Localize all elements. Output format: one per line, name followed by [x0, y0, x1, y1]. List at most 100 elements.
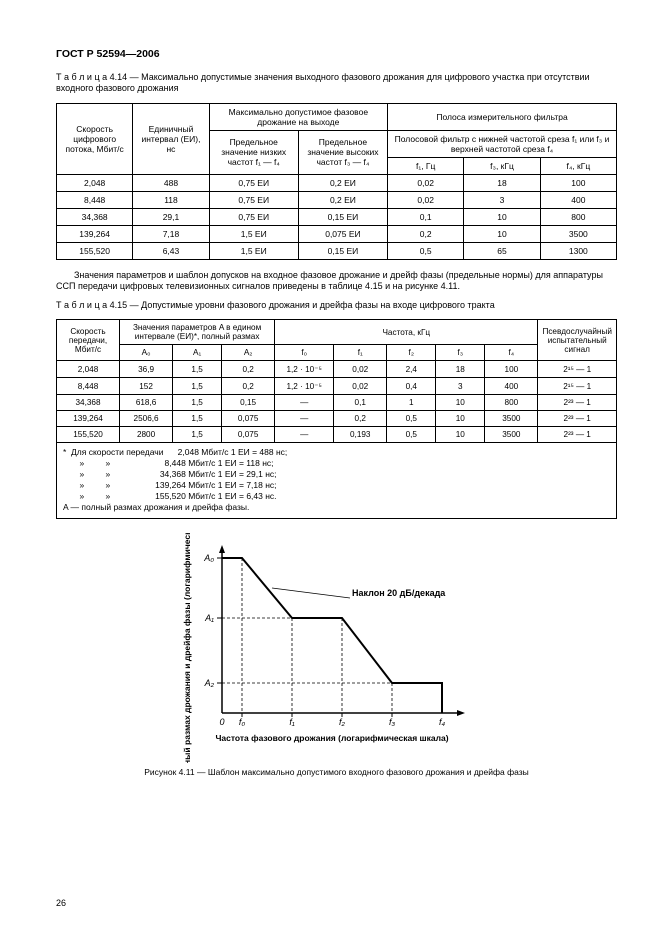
fn5: » » 155,520 Мбит/с 1 ЕИ = 6,43 нс. [63, 491, 610, 502]
cell: 3500 [485, 427, 538, 443]
table-row: 155,52028001,50,075—0,1930,51035002²³ — … [57, 427, 617, 443]
cell: 1,5 [173, 411, 222, 427]
cell: — [275, 411, 334, 427]
cell: 8,448 [57, 378, 120, 395]
table-row: 139,2642506,61,50,075—0,20,51035002²³ — … [57, 411, 617, 427]
cell: 0,4 [387, 378, 436, 395]
table-row: 34,368618,61,50,15—0,11108002²³ — 1 [57, 395, 617, 411]
cell: 3 [464, 191, 540, 208]
table-row: 8,4481180,75 ЕИ0,2 ЕИ0,023400 [57, 191, 617, 208]
figure-411-chart: A₀A₁A₂0f₀f₁f₂f₃f₄Наклон 20 дБ/декадаПолн… [172, 533, 502, 763]
t414-h-f1: f₁, Гц [388, 157, 464, 174]
cell: 0,5 [388, 242, 464, 259]
t414-h-f4: f₄, кГц [540, 157, 616, 174]
cell: 800 [540, 208, 616, 225]
fn3: » » 34,368 Мбит/с 1 ЕИ = 29,1 нс; [63, 469, 610, 480]
cell: 10 [436, 395, 485, 411]
svg-text:A₁: A₁ [204, 613, 214, 623]
cell: 0,15 ЕИ [298, 242, 387, 259]
cell: 0,193 [334, 427, 387, 443]
cell: 400 [485, 378, 538, 395]
cell: 2²³ — 1 [538, 427, 617, 443]
cell: 139,264 [57, 411, 120, 427]
cell: 0,2 [222, 361, 275, 378]
cell: 2,4 [387, 361, 436, 378]
cell: 139,264 [57, 225, 133, 242]
cell: 2,048 [57, 174, 133, 191]
svg-text:f₀: f₀ [238, 717, 245, 727]
cell: 0,75 ЕИ [209, 191, 298, 208]
cell: 10 [464, 208, 540, 225]
doc-header: ГОСТ Р 52594—2006 [56, 48, 617, 60]
svg-text:0: 0 [219, 717, 224, 727]
cell: 0,02 [334, 361, 387, 378]
cell: 18 [464, 174, 540, 191]
cell: 10 [436, 411, 485, 427]
t414-h-f3: f₃, кГц [464, 157, 540, 174]
cell: 2¹⁵ — 1 [538, 361, 617, 378]
cell: 3 [436, 378, 485, 395]
cell: 0,075 ЕИ [298, 225, 387, 242]
cell: 0,2 ЕИ [298, 191, 387, 208]
cell: 0,1 [334, 395, 387, 411]
table-row: 2,04836,91,50,21,2 · 10⁻⁵0,022,4181002¹⁵… [57, 361, 617, 378]
table-row: 2,0484880,75 ЕИ0,2 ЕИ0,0218100 [57, 174, 617, 191]
cell: 488 [133, 174, 209, 191]
fn1: * Для скорости передачи 2,048 Мбит/с 1 Е… [63, 447, 610, 458]
t415-h-f0: f₀ [275, 345, 334, 361]
cell: 155,520 [57, 427, 120, 443]
t415-h-f2: f₂ [387, 345, 436, 361]
cell: 0,2 [334, 411, 387, 427]
cell: 3500 [540, 225, 616, 242]
cell: 0,2 [222, 378, 275, 395]
cell: 6,43 [133, 242, 209, 259]
cell: 1,5 [173, 378, 222, 395]
svg-text:f₁: f₁ [289, 717, 295, 727]
cell: 10 [464, 225, 540, 242]
cell: 0,02 [334, 378, 387, 395]
svg-text:Частота фазового дрожания (лог: Частота фазового дрожания (логарифмическ… [215, 733, 448, 743]
cell: 1,5 [173, 361, 222, 378]
cell: 0,5 [387, 411, 436, 427]
cell: 0,02 [388, 174, 464, 191]
t414-h-band: Полоса измерительного фильтра [388, 103, 617, 130]
table-row: 139,2647,181,5 ЕИ0,075 ЕИ0,2103500 [57, 225, 617, 242]
t414-h-low: Предельное значение низких частот f₁ — f… [209, 130, 298, 174]
page-number: 26 [56, 898, 66, 908]
cell: 18 [436, 361, 485, 378]
cell: 0,1 [388, 208, 464, 225]
footnote-box: * Для скорости передачи 2,048 Мбит/с 1 Е… [56, 443, 617, 518]
t415-h-A1: A₁ [173, 345, 222, 361]
fn6: A — полный размах дрожания и дрейфа фазы… [63, 502, 610, 513]
t414-h-unit: Единичный интервал (ЕИ), нс [133, 103, 209, 174]
fn2: » » 8,448 Мбит/с 1 ЕИ = 118 нс; [63, 458, 610, 469]
cell: 0,075 [222, 427, 275, 443]
t415-h-A2: A₂ [222, 345, 275, 361]
fn4: » » 139,264 Мбит/с 1 ЕИ = 7,18 нс; [63, 480, 610, 491]
figure-caption: Рисунок 4.11 — Шаблон максимально допуст… [56, 767, 617, 777]
cell: 1 [387, 395, 436, 411]
page: ГОСТ Р 52594—2006 Т а б л и ц а 4.14 — М… [0, 0, 661, 936]
t414-h-bp: Полосовой фильтр с нижней частотой среза… [388, 130, 617, 157]
t415-h-freq: Частота, кГц [275, 320, 538, 345]
t415-h-f3: f₃ [436, 345, 485, 361]
svg-text:A₂: A₂ [203, 678, 214, 688]
cell: 155,520 [57, 242, 133, 259]
cell: 1,5 [173, 427, 222, 443]
mid-paragraph: Значения параметров и шаблон допусков на… [56, 270, 617, 293]
svg-text:f₃: f₃ [388, 717, 395, 727]
cell: 3500 [485, 411, 538, 427]
table-414: Скорость цифрового потока, Мбит/с Единич… [56, 103, 617, 260]
t415-rest: — Допустимые уровни фазового дрожания и … [127, 300, 495, 310]
table-row: 34,36829,10,75 ЕИ0,15 ЕИ0,110800 [57, 208, 617, 225]
cell: 2800 [120, 427, 173, 443]
cell: 29,1 [133, 208, 209, 225]
cell: 100 [485, 361, 538, 378]
cell: 1,2 · 10⁻⁵ [275, 361, 334, 378]
t415-h-rate: Скорость передачи, Мбит/с [57, 320, 120, 361]
cell: 34,368 [57, 395, 120, 411]
t415-h-A0: A₀ [120, 345, 173, 361]
svg-text:Наклон 20 дБ/декада: Наклон 20 дБ/декада [352, 588, 446, 598]
svg-text:f₄: f₄ [438, 717, 445, 727]
t415-h-params: Значения параметров A в едином интервале… [120, 320, 275, 345]
